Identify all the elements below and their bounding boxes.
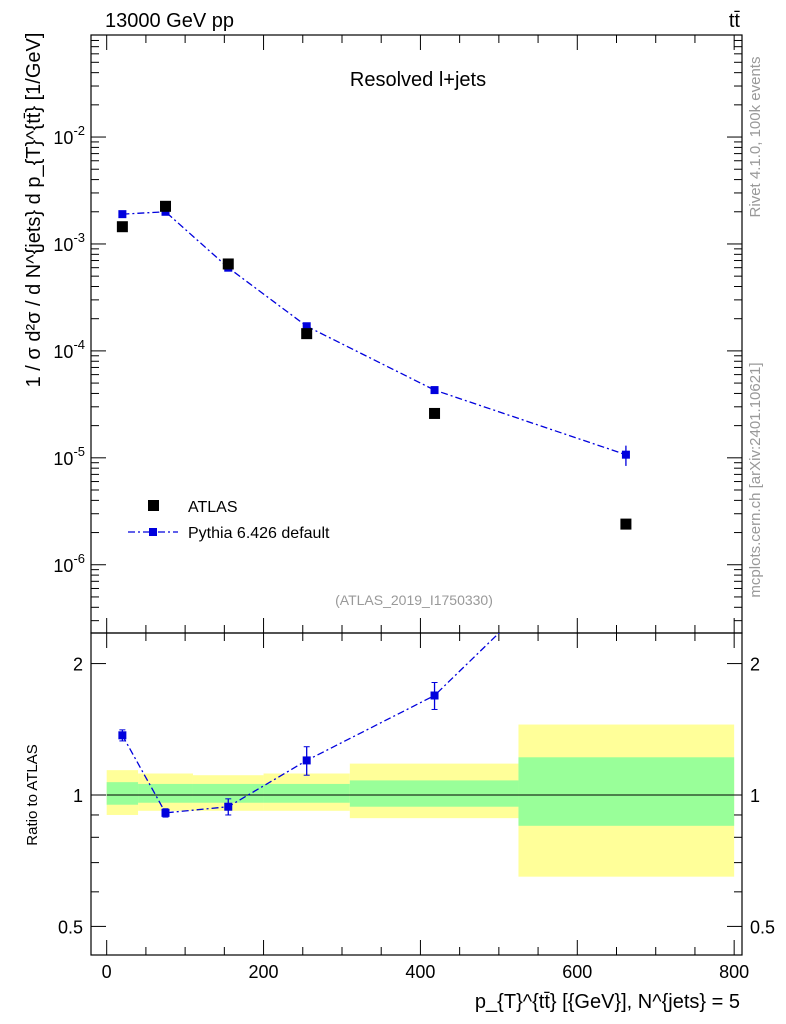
header-process: tt̄ xyxy=(729,10,741,32)
main-panel: 10-6 10-5 10-4 10-3 10-2 Resolved l+jets (AT… xyxy=(23,33,743,634)
y-tick-label: 10-5 xyxy=(53,444,85,469)
legend-atlas-marker xyxy=(148,500,159,511)
main-title: Resolved l+jets xyxy=(350,69,486,91)
atlas-point xyxy=(620,518,632,530)
green-band xyxy=(138,783,193,803)
legend-pythia-marker xyxy=(149,528,157,536)
y-tick-label: 10-6 xyxy=(53,551,85,576)
analysis-tag: (ATLAS_2019_I1750330) xyxy=(335,592,493,608)
y-tick-label: 10-3 xyxy=(53,230,85,255)
atlas-point xyxy=(116,221,128,233)
x-axis-label: p_{T}^{tt̄} [{GeV}], N^{jets} = 5 xyxy=(475,991,740,1013)
ratio-panel: 0.5 0.5 1 1 2 2 0 200 400 600 800 Ratio to ATLAS p… xyxy=(24,506,775,1013)
y-tick-label: 10-4 xyxy=(53,337,85,362)
green-band xyxy=(518,757,735,826)
ratio-y-tick-label: 2 xyxy=(73,655,83,675)
x-tick-label: 400 xyxy=(405,962,435,982)
ratio-pythia-point xyxy=(161,808,170,817)
side-rivet-label: Rivet 4.1.0, 100k events xyxy=(747,57,764,218)
x-tick-label: 600 xyxy=(562,962,592,982)
ratio-pythia-point xyxy=(118,731,127,740)
ratio-pythia-point xyxy=(622,506,630,514)
pythia-point xyxy=(430,386,439,395)
ratio-y-tick-label: 0.5 xyxy=(58,917,83,937)
side-mcplots-label: mcplots.cern.ch [arXiv:2401.10621] xyxy=(747,362,764,597)
ratio-pythia-point xyxy=(302,756,311,765)
ratio-pythia-line xyxy=(121,633,500,814)
pythia-point xyxy=(302,322,311,331)
x-tick-label: 200 xyxy=(249,962,279,982)
ratio-panel-frame xyxy=(90,632,743,956)
atlas-point xyxy=(160,200,172,212)
ratio-y-axis-label: Ratio to ATLAS xyxy=(24,744,41,845)
ratio-y-tick-label-right: 2 xyxy=(750,655,760,675)
pythia-point xyxy=(118,210,127,219)
atlas-point xyxy=(222,258,234,270)
atlas-point xyxy=(301,328,313,340)
y-tick-label: 10-2 xyxy=(53,123,85,148)
ratio-y-tick-label-right: 0.5 xyxy=(750,917,775,937)
ratio-pythia-point xyxy=(224,802,233,811)
main-panel-frame xyxy=(90,34,743,634)
pythia-point xyxy=(621,450,630,459)
main-y-axis-label: 1 / σ d²σ / d N^{jets} d p_{T}^{tt̄} [1/… xyxy=(23,33,45,388)
x-tick-label: 0 xyxy=(102,962,112,982)
header-energy: 13000 GeV pp xyxy=(105,10,234,32)
legend: ATLAS Pythia 6.426 default xyxy=(128,499,330,542)
green-band xyxy=(263,783,350,803)
pythia-line xyxy=(122,211,627,456)
ratio-pythia-point xyxy=(430,691,439,700)
green-band xyxy=(192,783,264,803)
x-tick-label: 800 xyxy=(719,962,749,982)
green-band xyxy=(106,782,139,805)
atlas-point xyxy=(429,407,441,419)
ratio-y-tick-label-right: 1 xyxy=(750,786,760,806)
ratio-y-tick-label: 1 xyxy=(73,786,83,806)
legend-atlas-label: ATLAS xyxy=(188,499,238,516)
legend-pythia-label: Pythia 6.426 default xyxy=(188,525,330,542)
green-band xyxy=(349,780,519,807)
